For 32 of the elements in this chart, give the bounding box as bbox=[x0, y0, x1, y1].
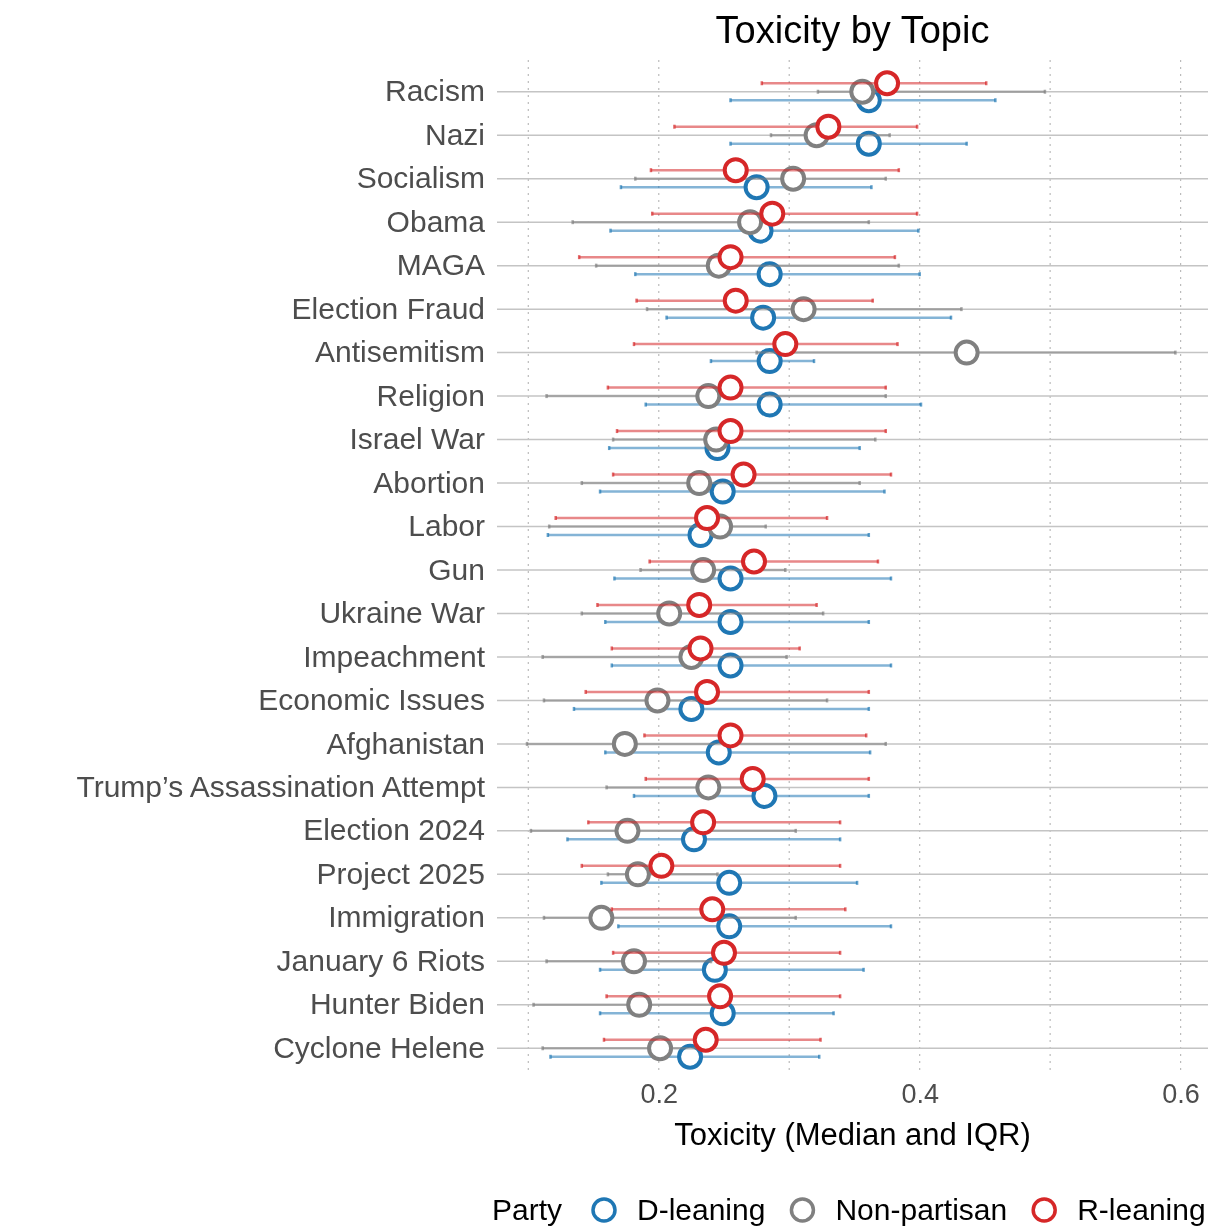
y-tick-label: Afghanistan bbox=[326, 726, 485, 760]
y-tick-label: Immigration bbox=[328, 900, 485, 934]
y-tick-label: Abortion bbox=[373, 465, 485, 499]
y-tick-label: Nazi bbox=[424, 117, 485, 151]
legend-label: Non-partisan bbox=[835, 1193, 1008, 1226]
x-tick-label: 0.2 bbox=[640, 1079, 679, 1110]
x-tick-label: 0.6 bbox=[1162, 1079, 1200, 1110]
y-tick-label: Racism bbox=[384, 74, 485, 108]
y-tick-label: Trump’s Assassination Attempt bbox=[76, 769, 486, 803]
y-tick-label: Election 2024 bbox=[303, 813, 485, 847]
y-tick-label: Election Fraud bbox=[291, 291, 485, 325]
legend-label: R-leaning bbox=[1077, 1193, 1206, 1226]
y-tick-label: January 6 Riots bbox=[276, 943, 485, 977]
y-tick-label: Project 2025 bbox=[316, 856, 485, 890]
y-tick-label: Antisemitism bbox=[314, 335, 485, 369]
y-tick-label: Obama bbox=[386, 204, 486, 238]
y-tick-label: Religion bbox=[376, 378, 485, 412]
y-tick-label: Ukraine War bbox=[319, 596, 485, 630]
y-tick-label: Labor bbox=[408, 509, 485, 543]
chart-title: Toxicity by Topic bbox=[715, 9, 990, 51]
y-tick-label: MAGA bbox=[396, 248, 485, 282]
y-tick-label: Impeachment bbox=[303, 639, 486, 673]
y-tick-label: Israel War bbox=[349, 422, 485, 456]
y-tick-label: Hunter Biden bbox=[309, 987, 485, 1021]
x-tick-label: 0.4 bbox=[901, 1079, 939, 1110]
x-axis-title: Toxicity (Median and IQR) bbox=[674, 1117, 1031, 1152]
legend-title: Party bbox=[492, 1193, 563, 1226]
legend-label: D-leaning bbox=[637, 1193, 766, 1226]
y-tick-label: Cyclone Helene bbox=[273, 1030, 485, 1064]
y-tick-label: Gun bbox=[428, 552, 485, 586]
y-tick-label: Economic Issues bbox=[258, 683, 485, 717]
y-tick-label: Socialism bbox=[356, 161, 485, 195]
